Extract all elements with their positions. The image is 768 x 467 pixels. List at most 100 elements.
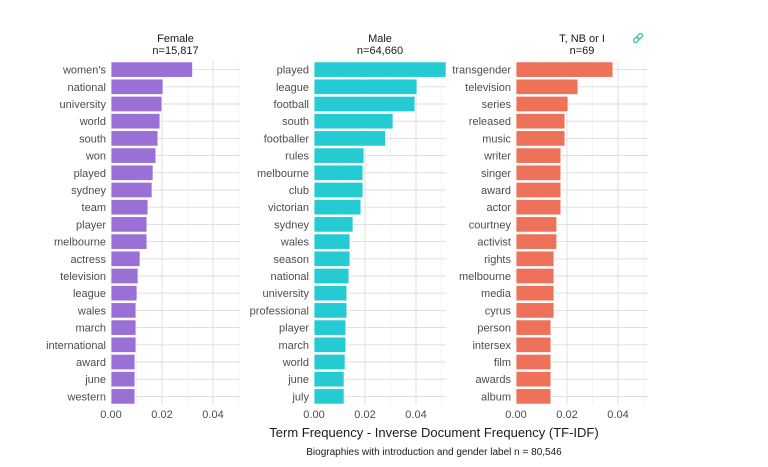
category-label: rules	[285, 151, 309, 163]
bar-media	[515, 285, 555, 302]
category-label: played	[277, 65, 309, 77]
category-label: south	[282, 116, 309, 128]
bar-western	[110, 388, 136, 405]
bar-rules	[313, 147, 365, 164]
bar-singer	[515, 164, 562, 181]
bar-club	[313, 181, 364, 199]
category-label: intersex	[472, 340, 511, 352]
category-label: league	[276, 82, 309, 94]
category-label: march	[75, 323, 106, 335]
category-label: music	[482, 133, 511, 145]
bar-released	[515, 113, 566, 130]
bar-south	[313, 113, 394, 130]
category-label: sydney	[274, 219, 309, 231]
x-tick-label: 0.04	[202, 409, 223, 421]
category-label: melbourne	[54, 237, 106, 249]
bar-series	[515, 95, 569, 113]
category-label: person	[477, 323, 511, 335]
bar-world	[110, 113, 161, 130]
category-label: university	[60, 99, 107, 111]
category-label: victorian	[268, 202, 309, 214]
category-label: award	[481, 185, 511, 197]
category-label: won	[85, 151, 106, 163]
bar-award	[515, 181, 562, 199]
bar-played	[313, 61, 447, 78]
panel-title: T, NB or I	[559, 33, 605, 45]
bar-university	[110, 95, 163, 113]
bar-rights	[515, 250, 555, 267]
category-label: actor	[487, 202, 512, 214]
category-label: june	[287, 374, 309, 386]
category-label: cyrus	[485, 305, 512, 317]
bar-awards	[515, 371, 552, 388]
bar-courtney	[515, 216, 558, 233]
bar-national	[313, 267, 350, 285]
category-label: professional	[250, 305, 309, 317]
x-tick-label: 0.04	[607, 409, 628, 421]
category-label: national	[67, 82, 106, 94]
category-label: transgender	[452, 65, 511, 77]
bar-sydney	[313, 216, 354, 233]
category-label: player	[76, 219, 106, 231]
bar-university	[313, 285, 348, 302]
category-label: actress	[71, 254, 107, 266]
bar-melbourne	[110, 233, 148, 250]
category-label: footballer	[264, 133, 310, 145]
x-tick-label: 0.02	[556, 409, 577, 421]
bar-football	[313, 95, 416, 113]
category-label: melbourne	[459, 271, 511, 283]
category-label: writer	[483, 151, 511, 163]
category-label: world	[282, 357, 309, 369]
category-label: team	[82, 202, 106, 214]
bar-march	[110, 319, 137, 336]
bar-league	[313, 78, 418, 95]
category-label: film	[494, 357, 511, 369]
category-label: league	[73, 288, 106, 300]
category-label: awards	[476, 374, 512, 386]
category-label: university	[263, 288, 310, 300]
bar-transgender	[515, 61, 614, 78]
category-label: television	[465, 82, 511, 94]
category-label: march	[278, 340, 309, 352]
category-label: sydney	[71, 185, 106, 197]
bar-national	[110, 78, 164, 95]
category-label: women's	[62, 65, 107, 77]
category-label: june	[84, 374, 106, 386]
bar-album	[515, 388, 552, 405]
x-tick-label: 0.00	[100, 409, 121, 421]
bar-south	[110, 130, 159, 147]
category-label: wales	[77, 305, 107, 317]
category-label: club	[289, 185, 309, 197]
bar-television	[515, 78, 579, 95]
bar-world	[313, 353, 346, 371]
panel-subtitle: n=64,660	[357, 45, 403, 57]
bar-person	[515, 319, 552, 336]
bar-intersex	[515, 336, 552, 353]
bar-music	[515, 130, 566, 147]
panel-title: Male	[368, 33, 392, 45]
category-label: south	[79, 133, 106, 145]
link-icon[interactable]	[632, 32, 644, 44]
bar-player	[313, 319, 347, 336]
category-label: world	[79, 116, 106, 128]
category-label: courtney	[469, 219, 512, 231]
category-label: football	[274, 99, 309, 111]
bar-march	[313, 336, 347, 353]
bar-actor	[515, 199, 562, 216]
x-axis-title: Term Frequency - Inverse Document Freque…	[269, 425, 598, 440]
category-label: released	[469, 116, 511, 128]
category-label: international	[46, 340, 106, 352]
category-label: series	[482, 99, 512, 111]
bar-played	[110, 164, 154, 181]
bar-sydney	[110, 181, 153, 199]
category-label: album	[481, 391, 511, 403]
bar-player	[110, 216, 148, 233]
x-tick-label: 0.02	[354, 409, 375, 421]
panel-t-nb-or-i: T, NB or In=69 0.00 0.02 0.04 transgender tel…	[452, 33, 648, 421]
panel-subtitle: n=69	[570, 45, 595, 57]
bar-wales	[110, 302, 137, 319]
bar-june	[110, 371, 136, 388]
